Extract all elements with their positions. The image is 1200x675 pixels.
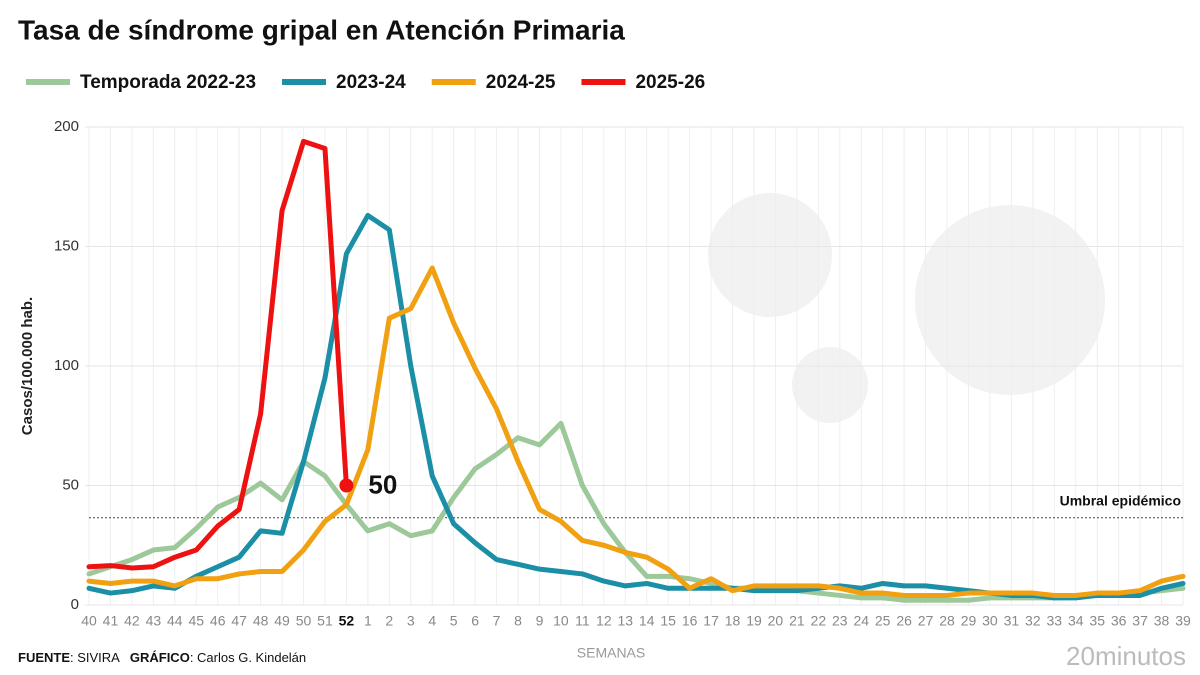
background-decoration: [708, 193, 1105, 423]
x-tick-label: 38: [1154, 613, 1170, 629]
x-tick-label: 45: [188, 613, 204, 629]
x-tick-label: 46: [210, 613, 226, 629]
x-tick-label: 40: [81, 613, 97, 629]
footer-source: FUENTE: SIVIRA GRÁFICO: Carlos G. Kindelá…: [18, 650, 306, 665]
x-tick-label: 6: [471, 613, 479, 629]
x-tick-label: 24: [853, 613, 869, 629]
x-tick-label: 34: [1068, 613, 1084, 629]
x-tick-label: 15: [660, 613, 676, 629]
series-line: [86, 265, 1186, 598]
x-tick-label: 22: [811, 613, 827, 629]
x-tick-label: 2: [385, 613, 393, 629]
x-tick-label: 17: [703, 613, 719, 629]
x-tick-label: 49: [274, 613, 290, 629]
x-tick-label: 37: [1132, 613, 1148, 629]
legend-label: 2024-25: [486, 72, 556, 93]
x-axis-label: SEMANAS: [577, 645, 645, 661]
x-tick-label: 43: [146, 613, 162, 629]
x-tick-label: 9: [536, 613, 544, 629]
credit-label: GRÁFICO: [130, 650, 190, 665]
credit: : Carlos G. Kindelán: [190, 650, 306, 665]
x-tick-label: 8: [514, 613, 522, 629]
x-tick-label: 16: [682, 613, 698, 629]
x-tick-label: 33: [1047, 613, 1063, 629]
x-tick-label: 20: [768, 613, 784, 629]
x-tick-label: 42: [124, 613, 140, 629]
threshold-label: Umbral epidémico: [1060, 492, 1181, 508]
x-tick-label: 12: [596, 613, 612, 629]
source-label: FUENTE: [18, 650, 70, 665]
x-tick-label: 4: [428, 613, 436, 629]
x-tick-label: 48: [253, 613, 269, 629]
x-tick-label: 52: [339, 613, 355, 629]
y-tick-label: 200: [54, 118, 79, 135]
y-tick-label: 0: [71, 596, 79, 613]
legend-label: 2025-26: [635, 72, 705, 93]
y-tick-label: 100: [54, 357, 79, 374]
endpoint-label: 50: [368, 469, 397, 499]
x-tick-label: 18: [725, 613, 741, 629]
x-tick-label: 39: [1175, 613, 1191, 629]
y-axis-label: Casos/100.000 hab.: [19, 297, 36, 435]
x-tick-label: 51: [317, 613, 333, 629]
x-tick-label: 21: [789, 613, 805, 629]
x-tick-label: 35: [1089, 613, 1105, 629]
x-tick-label: 29: [961, 613, 977, 629]
chart-title: Tasa de síndrome gripal en Atención Prim…: [18, 14, 625, 45]
x-tick-label: 13: [617, 613, 633, 629]
x-tick-label: 1: [364, 613, 372, 629]
x-tick-label: 41: [103, 613, 119, 629]
x-tick-label: 36: [1111, 613, 1127, 629]
x-tick-label: 7: [493, 613, 501, 629]
x-tick-label: 25: [875, 613, 891, 629]
x-tick-label: 23: [832, 613, 848, 629]
y-tick-label: 150: [54, 237, 79, 254]
series-line: [86, 420, 1186, 603]
source: : SIVIRA: [70, 650, 120, 665]
x-tick-label: 5: [450, 613, 458, 629]
x-tick-label: 47: [231, 613, 247, 629]
x-tick-label: 10: [553, 613, 569, 629]
series-line: [86, 138, 349, 571]
x-tick-label: 11: [575, 613, 590, 629]
brand-logo: 20minutos: [1066, 641, 1186, 671]
legend-label: Temporada 2022-23: [80, 72, 256, 93]
x-tick-label: 14: [639, 613, 655, 629]
x-tick-label: 30: [982, 613, 998, 629]
x-tick-label: 50: [296, 613, 312, 629]
x-tick-label: 3: [407, 613, 415, 629]
legend-label: 2023-24: [336, 72, 406, 93]
x-tick-label: 32: [1025, 613, 1041, 629]
x-tick-label: 26: [896, 613, 912, 629]
x-tick-label: 28: [939, 613, 955, 629]
x-tick-label: 31: [1004, 613, 1020, 629]
x-tick-label: 27: [918, 613, 934, 629]
y-tick-label: 50: [62, 476, 79, 493]
x-tick-label: 44: [167, 613, 183, 629]
endpoint-dot: [339, 478, 354, 493]
x-tick-label: 19: [746, 613, 762, 629]
